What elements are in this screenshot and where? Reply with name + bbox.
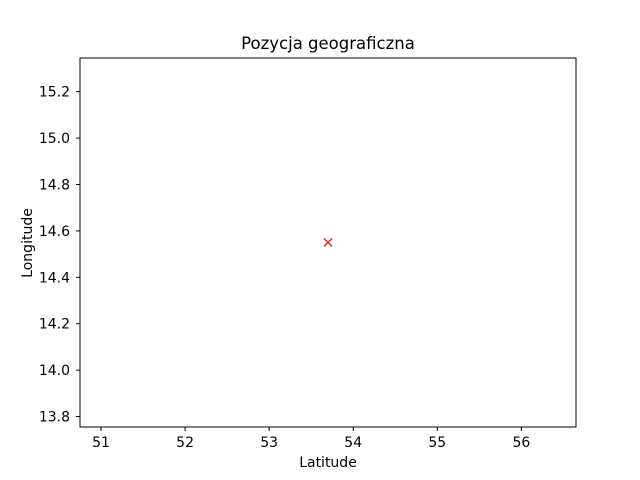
- x-axis-label: Latitude: [299, 455, 357, 471]
- y-tick-label: 15.2: [39, 85, 70, 101]
- x-tick-label: 56: [512, 435, 530, 451]
- x-tick-label: 54: [344, 435, 362, 451]
- y-tick-label: 14.0: [39, 363, 70, 379]
- x-tick-label: 53: [260, 435, 278, 451]
- y-tick-label: 14.2: [39, 317, 70, 333]
- x-tick-label: 51: [92, 435, 110, 451]
- x-tick-label: 55: [428, 435, 446, 451]
- chart-title: Pozycja geograficzna: [241, 34, 415, 53]
- y-tick-label: 13.8: [39, 410, 70, 426]
- y-axis-label: Longitude: [20, 208, 36, 278]
- y-tick-label: 14.6: [39, 224, 70, 240]
- y-tick-label: 14.4: [39, 270, 70, 286]
- x-tick-label: 52: [176, 435, 194, 451]
- y-tick-label: 15.0: [39, 131, 70, 147]
- y-axis: 13.8 14.0 14.2 14.4 14.6 14.8 15.0 15.2: [39, 85, 80, 426]
- y-tick-label: 14.8: [39, 177, 70, 193]
- data-point: [323, 237, 333, 248]
- data-marks: [323, 237, 333, 248]
- x-axis: 51 52 53 54 55 56: [92, 427, 530, 451]
